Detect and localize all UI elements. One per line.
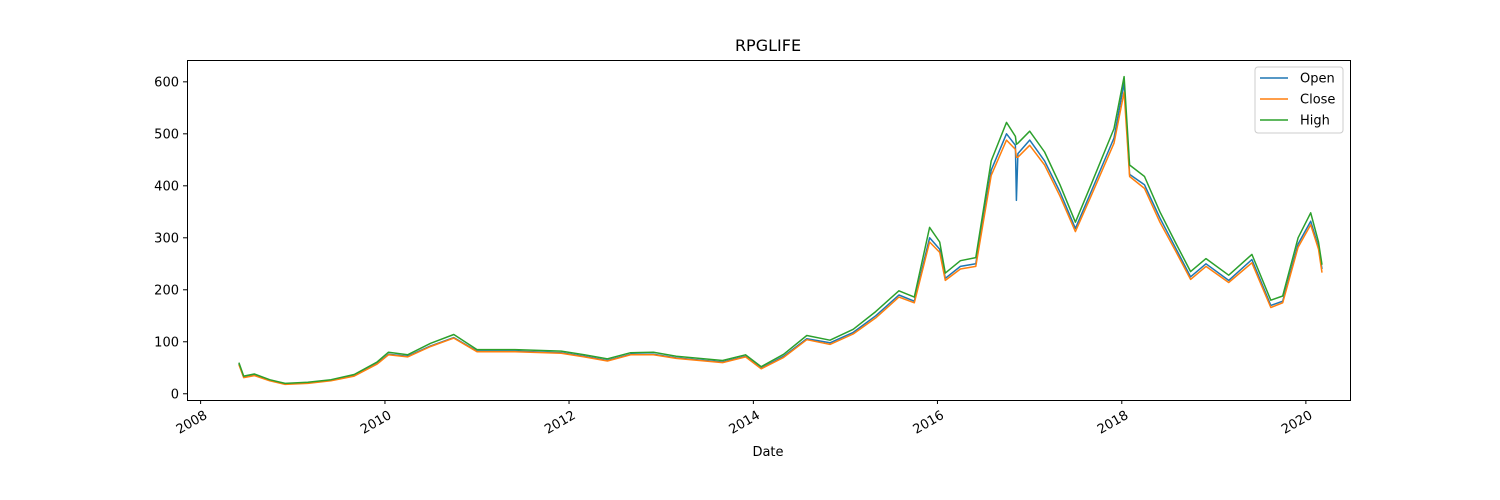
legend-label-high: High (1300, 114, 1330, 129)
y-tick-label: 400 (154, 179, 179, 194)
y-tick-label: 100 (154, 335, 179, 350)
plot-area (187, 60, 1351, 401)
axes-frame (187, 60, 1351, 401)
y-tick-label: 600 (154, 75, 179, 90)
legend-box (1254, 66, 1344, 134)
chart-title: RPGLIFE (735, 36, 801, 55)
y-tick-label: 200 (154, 283, 179, 298)
series-layer (238, 75, 1323, 386)
series-line-high (238, 75, 1323, 385)
legend-label-close: Close (1300, 93, 1335, 108)
y-tick-label: 500 (154, 127, 179, 142)
legend: Open Close High (1254, 66, 1344, 134)
y-tick-label: 300 (154, 231, 179, 246)
x-axis-label: Date (752, 445, 783, 460)
y-tick-label: 0 (171, 387, 179, 402)
y-axis: 0 100 200 300 400 500 600 (154, 75, 187, 402)
series-line-close (238, 91, 1323, 386)
legend-label-open: Open (1300, 72, 1335, 87)
